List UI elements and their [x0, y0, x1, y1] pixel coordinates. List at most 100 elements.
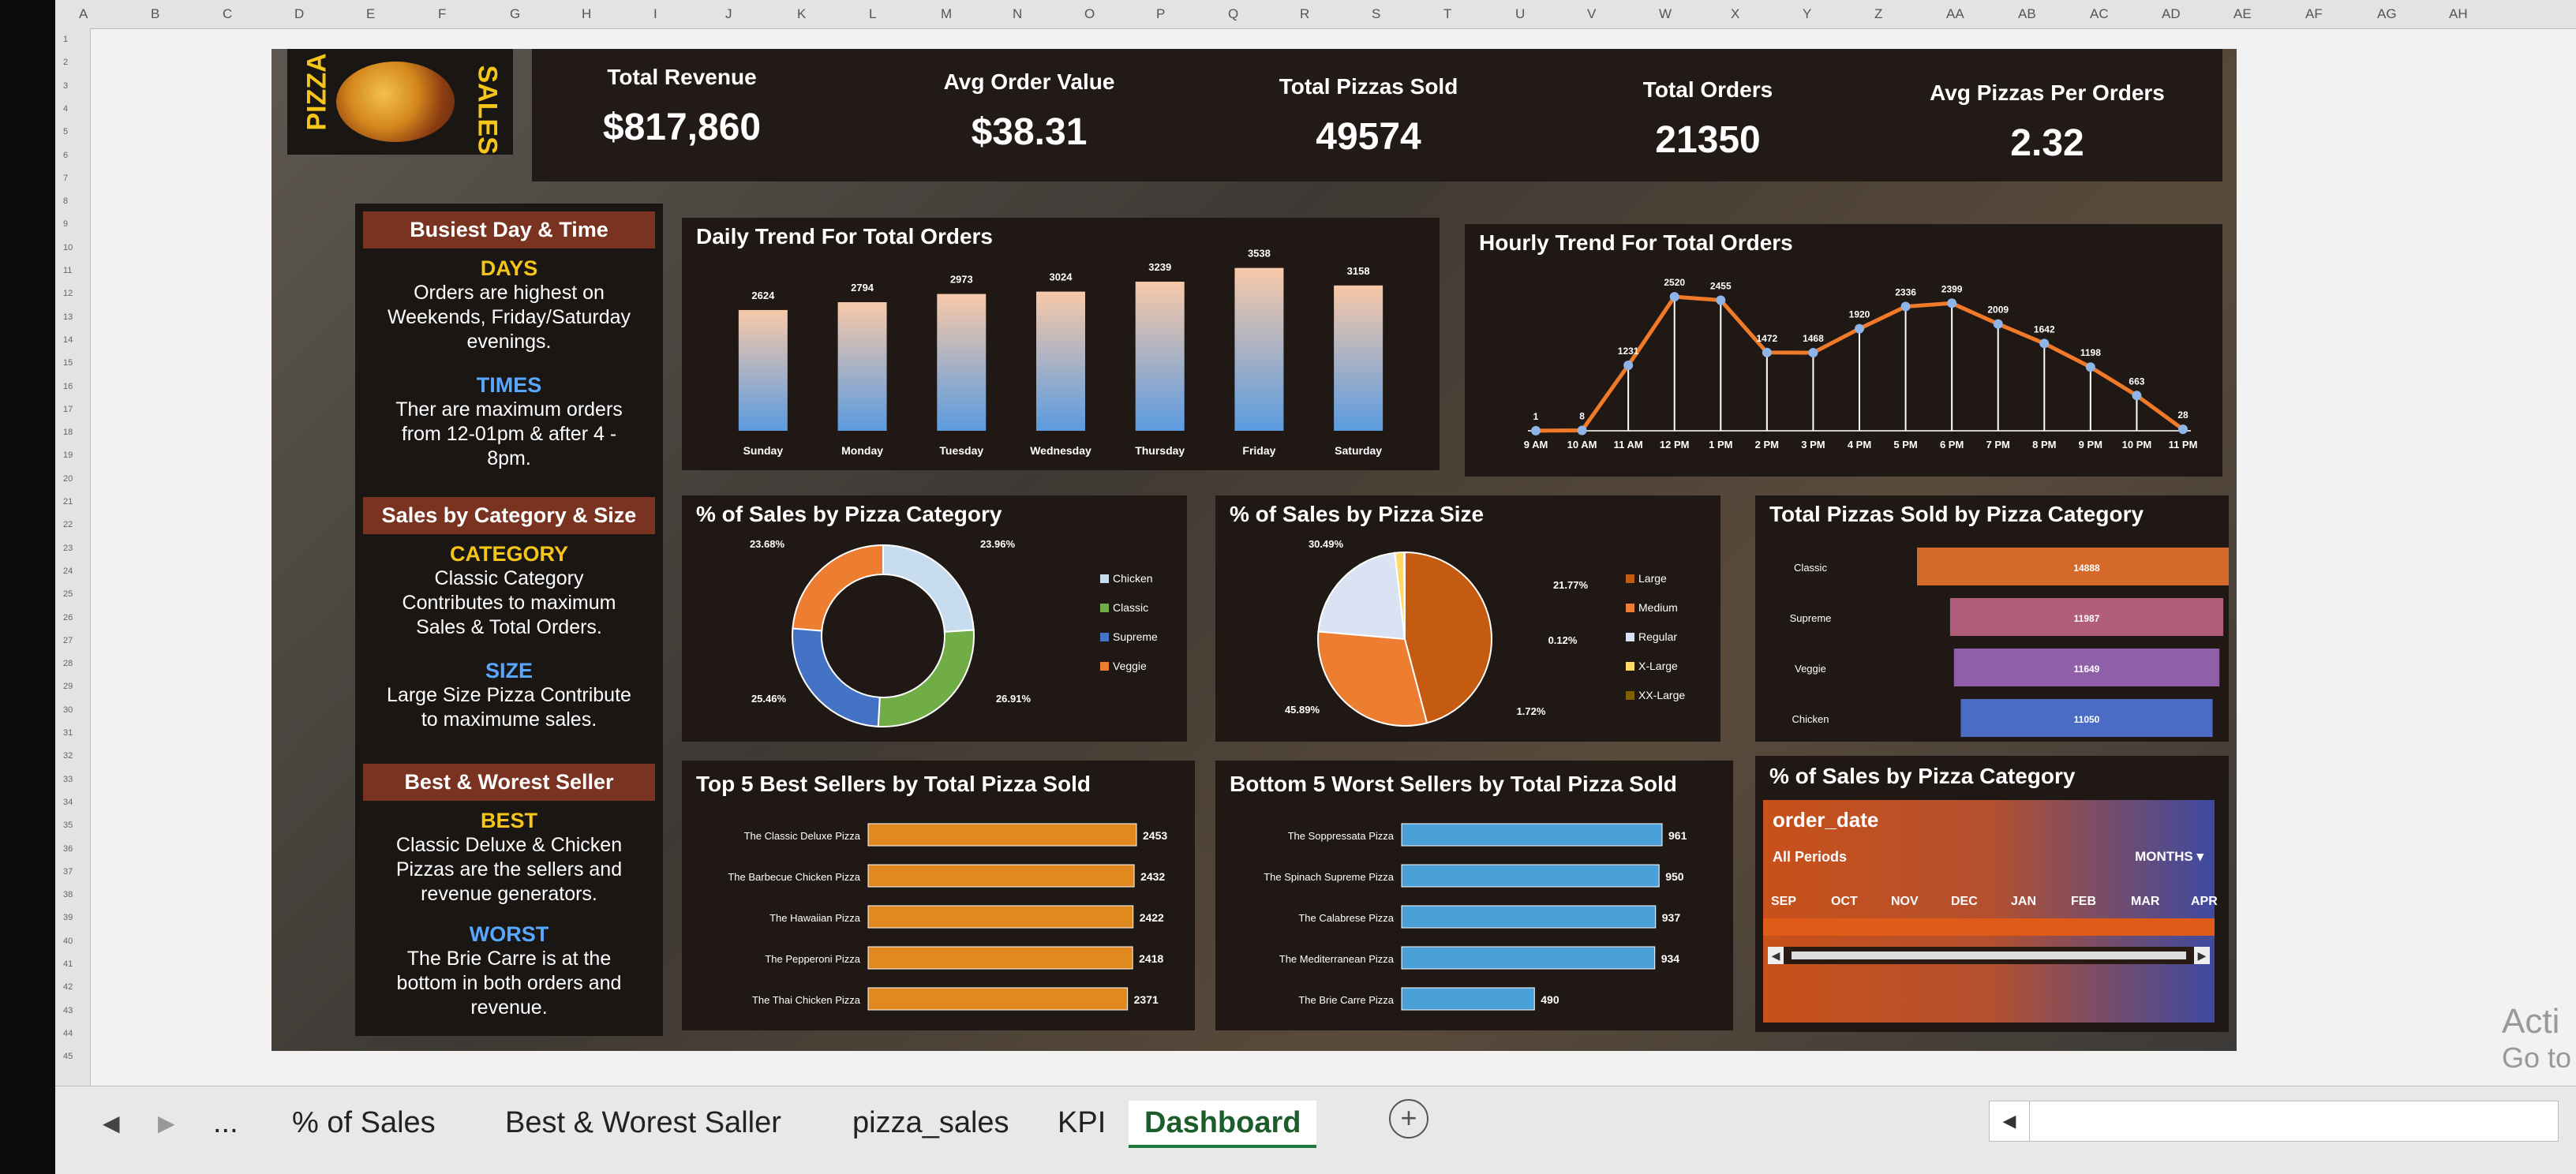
column-header[interactable]: W	[1659, 6, 1672, 21]
column-header[interactable]: N	[1013, 6, 1023, 21]
row-header[interactable]: 11	[63, 266, 73, 275]
column-header[interactable]: X	[1731, 6, 1740, 21]
timeline-month[interactable]: NOV	[1891, 895, 1919, 908]
row-header[interactable]: 30	[63, 705, 73, 715]
column-header[interactable]: AA	[1946, 6, 1964, 21]
timeline-scrollbar[interactable]: ◀ ▶	[1768, 947, 2210, 964]
tab-nav-next-icon[interactable]: ▶	[158, 1111, 175, 1135]
column-header[interactable]: O	[1084, 6, 1095, 21]
column-header[interactable]: T	[1443, 6, 1452, 21]
column-header[interactable]: D	[294, 6, 305, 21]
row-header[interactable]: 38	[63, 890, 73, 900]
column-header[interactable]: I	[653, 6, 657, 21]
row-header[interactable]: 36	[63, 843, 73, 854]
row-header[interactable]: 39	[63, 913, 73, 923]
timeline-month[interactable]: JAN	[2011, 895, 2037, 908]
column-header[interactable]: V	[1587, 6, 1597, 21]
scroll-left-icon[interactable]: ◀	[1768, 947, 1784, 964]
row-header[interactable]: 5	[63, 127, 69, 137]
column-header[interactable]: K	[797, 6, 807, 21]
column-header[interactable]: Q	[1228, 6, 1239, 21]
row-header[interactable]: 31	[63, 728, 73, 738]
column-header[interactable]: A	[79, 6, 88, 21]
row-header[interactable]: 26	[63, 612, 73, 623]
row-header[interactable]: 44	[63, 1028, 73, 1038]
row-header[interactable]: 12	[63, 289, 73, 299]
timeline-month[interactable]: MAR	[2131, 895, 2160, 908]
column-header[interactable]: AD	[2162, 6, 2181, 21]
column-header[interactable]: P	[1156, 6, 1166, 21]
row-header[interactable]: 20	[63, 473, 73, 484]
column-header[interactable]: F	[438, 6, 447, 21]
column-header[interactable]: Y	[1803, 6, 1812, 21]
timeline-unit-dropdown[interactable]: MONTHS ▾	[2135, 849, 2203, 864]
row-header[interactable]: 3	[63, 80, 69, 91]
timeline-month[interactable]: APR	[2191, 895, 2218, 908]
column-header[interactable]: J	[725, 6, 732, 21]
column-header[interactable]: B	[151, 6, 160, 21]
row-header[interactable]: 1	[63, 35, 69, 44]
row-header[interactable]: 24	[63, 566, 73, 576]
row-header[interactable]: 4	[63, 103, 69, 114]
row-header[interactable]: 10	[63, 242, 73, 252]
scroll-thumb[interactable]	[1792, 952, 2186, 959]
column-header[interactable]: Z	[1874, 6, 1883, 21]
row-header[interactable]: 18	[63, 428, 73, 438]
row-header[interactable]: 43	[63, 1005, 73, 1015]
row-header[interactable]: 41	[63, 959, 73, 969]
column-header[interactable]: U	[1515, 6, 1526, 21]
column-header[interactable]: S	[1372, 6, 1381, 21]
row-header[interactable]: 29	[63, 682, 73, 692]
row-header[interactable]: 14	[63, 335, 73, 345]
row-header[interactable]: 23	[63, 543, 73, 553]
column-header[interactable]: AF	[2305, 6, 2323, 21]
column-header[interactable]: G	[510, 6, 521, 21]
add-sheet-icon[interactable]: +	[1389, 1099, 1428, 1138]
row-header[interactable]: 40	[63, 936, 73, 946]
row-header[interactable]: 15	[63, 358, 73, 368]
row-header[interactable]: 45	[63, 1052, 73, 1062]
column-header[interactable]: AE	[2233, 6, 2252, 21]
timeline-month[interactable]: FEB	[2071, 895, 2096, 908]
row-header[interactable]: 2	[63, 58, 69, 68]
tab-pizza-sales[interactable]: pizza_sales	[852, 1106, 1009, 1139]
row-header[interactable]: 28	[63, 659, 73, 669]
column-header[interactable]: AH	[2449, 6, 2468, 21]
row-header[interactable]: 34	[63, 797, 73, 807]
row-header[interactable]: 33	[63, 774, 73, 784]
timeline-month[interactable]: SEP	[1771, 895, 1797, 908]
row-header[interactable]: 37	[63, 866, 73, 877]
row-header[interactable]: 27	[63, 635, 73, 645]
column-header[interactable]: C	[223, 6, 233, 21]
row-header[interactable]: 16	[63, 381, 73, 391]
timeline-month[interactable]: DEC	[1951, 895, 1978, 908]
row-header[interactable]: 6	[63, 150, 69, 160]
scroll-left-icon[interactable]: ◀	[1990, 1101, 2030, 1141]
row-header[interactable]: 21	[63, 497, 73, 507]
column-header[interactable]: AC	[2090, 6, 2109, 21]
column-header[interactable]: L	[869, 6, 877, 21]
column-header[interactable]: M	[941, 6, 953, 21]
row-header[interactable]: 13	[63, 312, 73, 322]
row-header[interactable]: 19	[63, 451, 73, 461]
row-header[interactable]: 25	[63, 589, 73, 600]
tab-more[interactable]: ...	[213, 1106, 238, 1139]
row-header[interactable]: 8	[63, 196, 69, 207]
timeline-slicer[interactable]: order_date All Periods MONTHS ▾ SEP OCT NO…	[1763, 800, 2218, 1023]
row-header[interactable]: 32	[63, 751, 73, 761]
row-header[interactable]: 35	[63, 821, 73, 831]
tab-dashboard[interactable]: Dashboard	[1129, 1101, 1317, 1148]
scroll-right-icon[interactable]: ▶	[2194, 947, 2210, 964]
row-header[interactable]: 22	[63, 520, 73, 530]
row-header[interactable]: 42	[63, 982, 73, 993]
column-header[interactable]: E	[366, 6, 376, 21]
horizontal-scrollbar[interactable]: ◀	[1989, 1101, 2559, 1142]
row-header[interactable]: 7	[63, 173, 69, 183]
tab-nav-prev-icon[interactable]: ◀	[103, 1111, 120, 1135]
tab-best-worst[interactable]: Best & Worest Saller	[505, 1106, 781, 1139]
timeline-month[interactable]: OCT	[1831, 895, 1858, 908]
row-header[interactable]: 17	[63, 404, 73, 414]
column-header[interactable]: H	[582, 6, 592, 21]
column-header[interactable]: AG	[2377, 6, 2397, 21]
tab-kpi[interactable]: KPI	[1058, 1106, 1106, 1139]
